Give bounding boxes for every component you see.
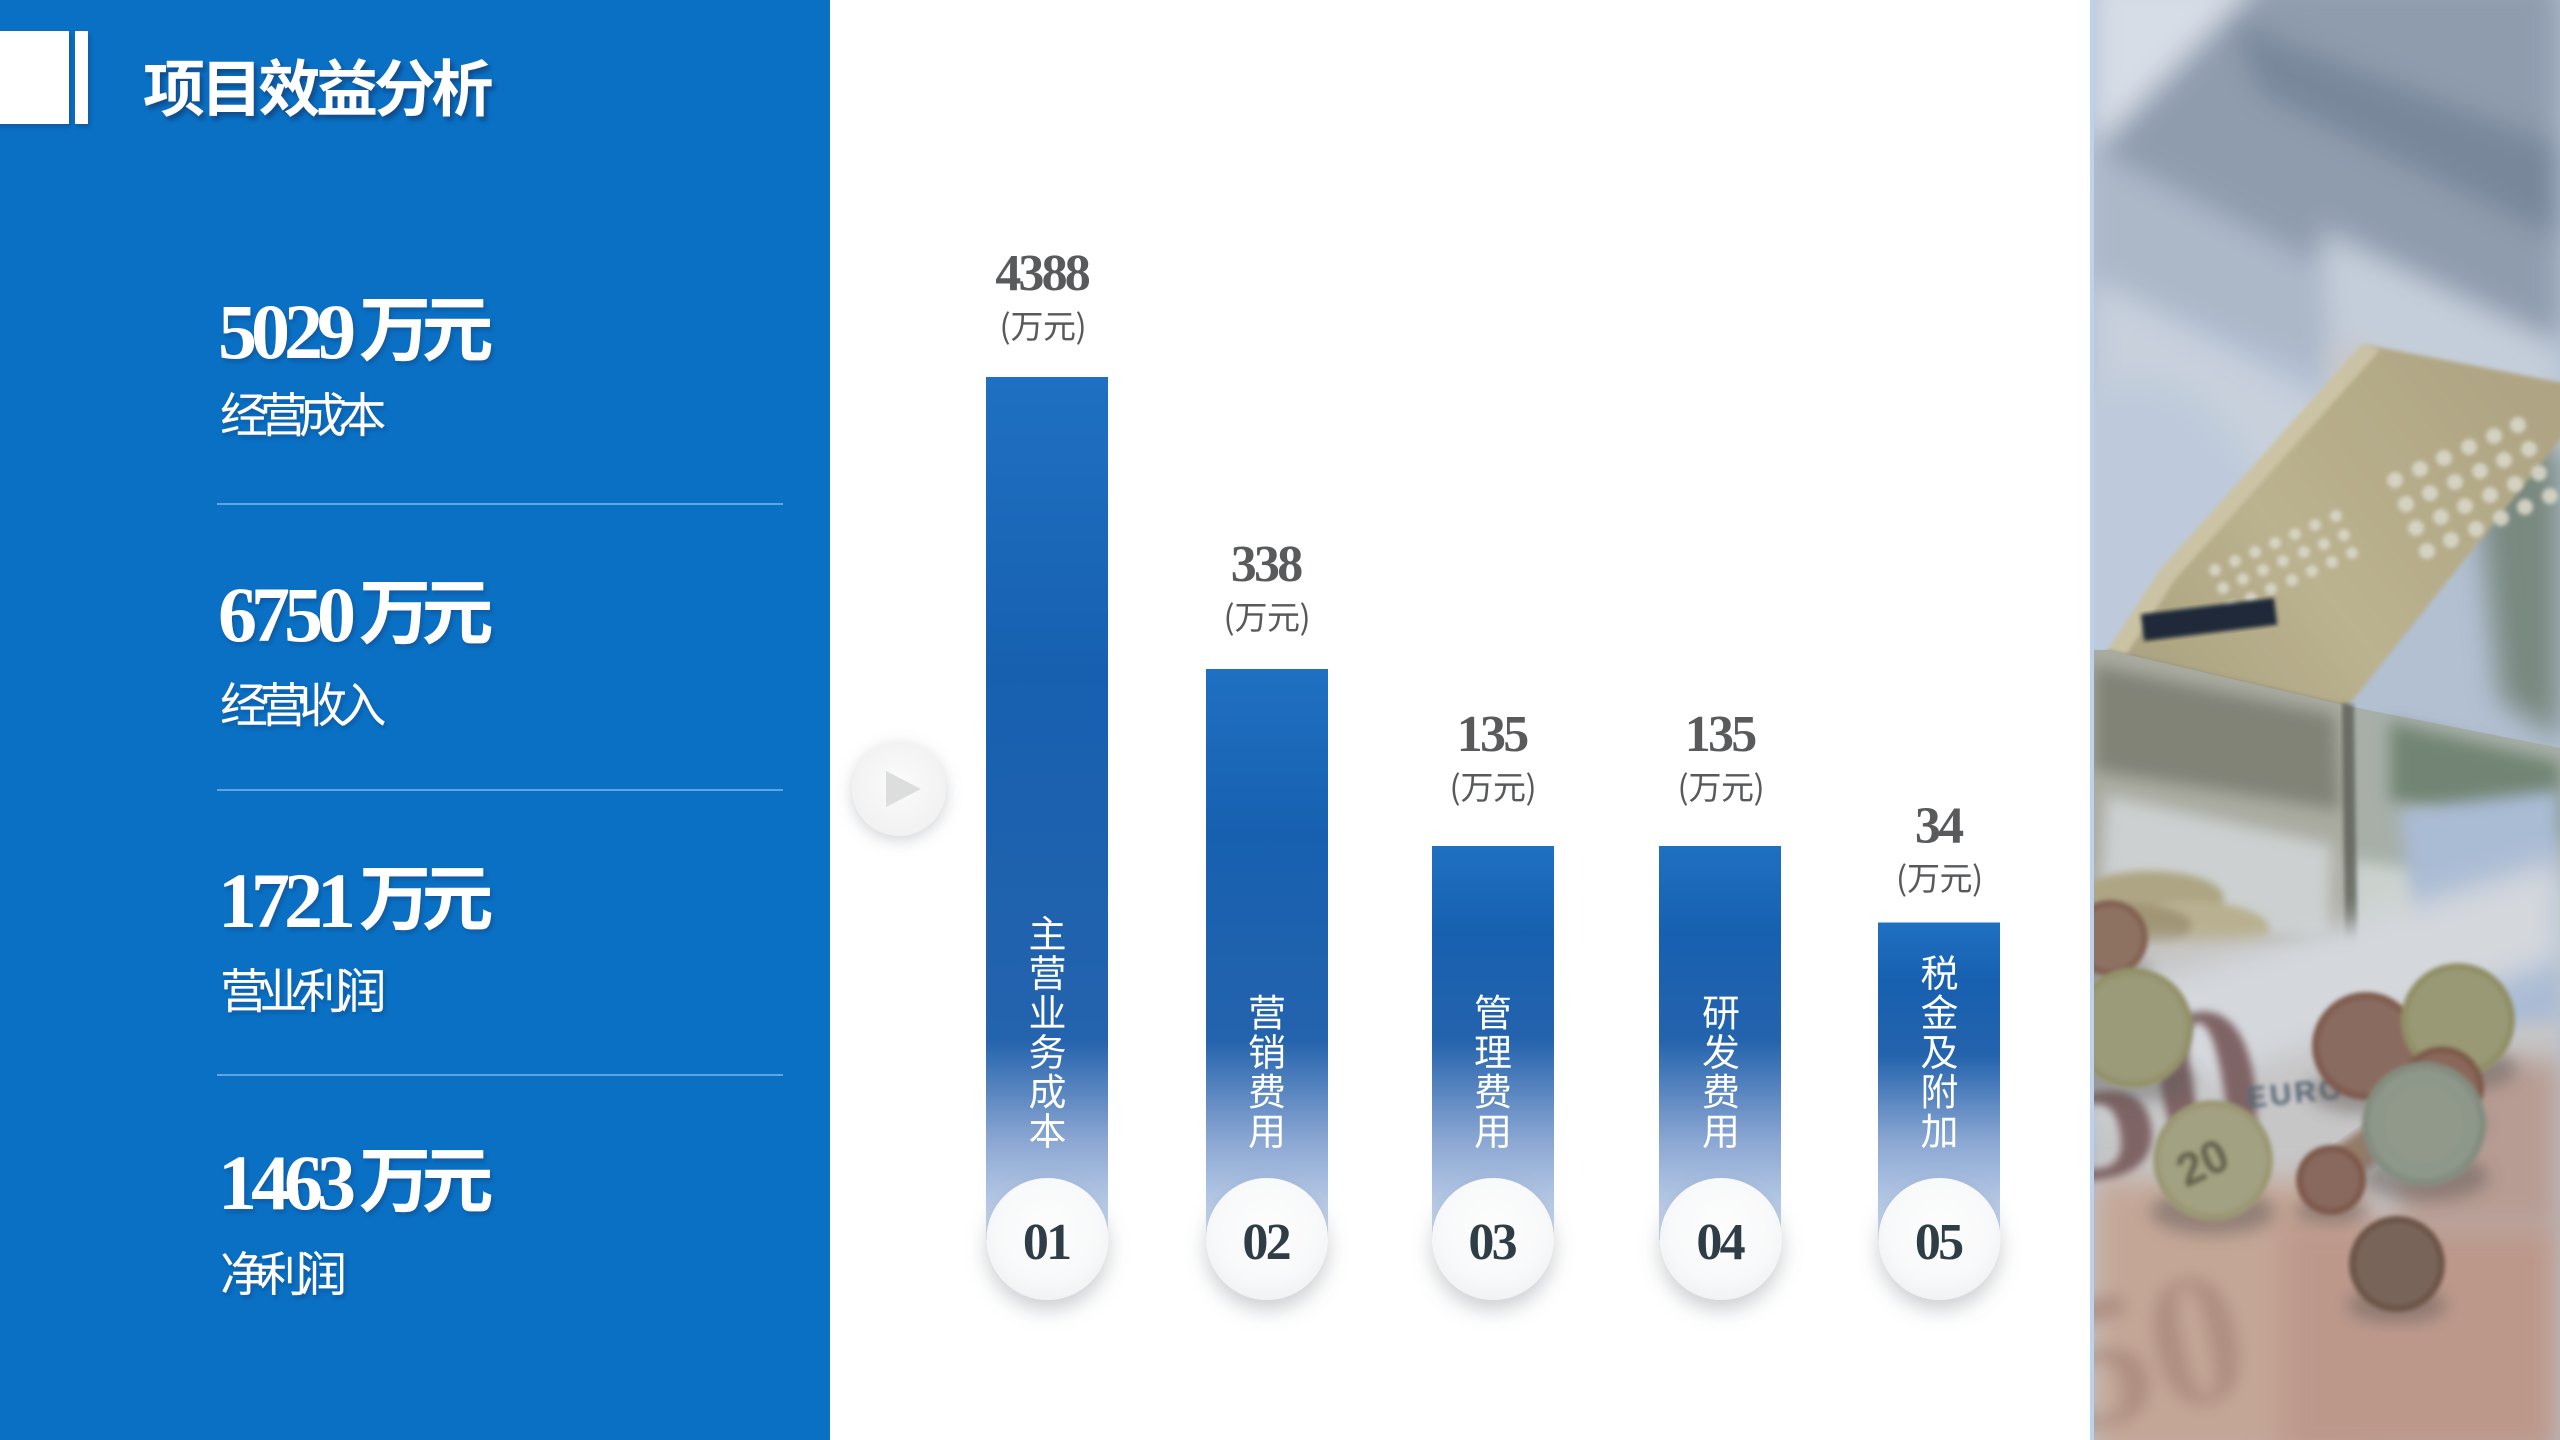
svg-text:02: 02 xyxy=(1242,1214,1291,1271)
svg-text:34: 34 xyxy=(1915,798,1964,855)
svg-text:1721: 1721 xyxy=(218,857,356,944)
svg-text:04: 04 xyxy=(1696,1214,1745,1271)
svg-text:05: 05 xyxy=(1915,1214,1964,1271)
svg-text:03: 03 xyxy=(1468,1214,1517,1271)
svg-text:5029: 5029 xyxy=(218,288,356,375)
svg-text:338: 338 xyxy=(1231,536,1303,593)
svg-text:01: 01 xyxy=(1023,1214,1072,1271)
svg-text:1463: 1463 xyxy=(218,1139,356,1226)
svg-text:4388: 4388 xyxy=(995,245,1091,302)
svg-text:135: 135 xyxy=(1685,706,1757,763)
svg-text:135: 135 xyxy=(1457,706,1529,763)
svg-text:6750: 6750 xyxy=(218,571,356,658)
